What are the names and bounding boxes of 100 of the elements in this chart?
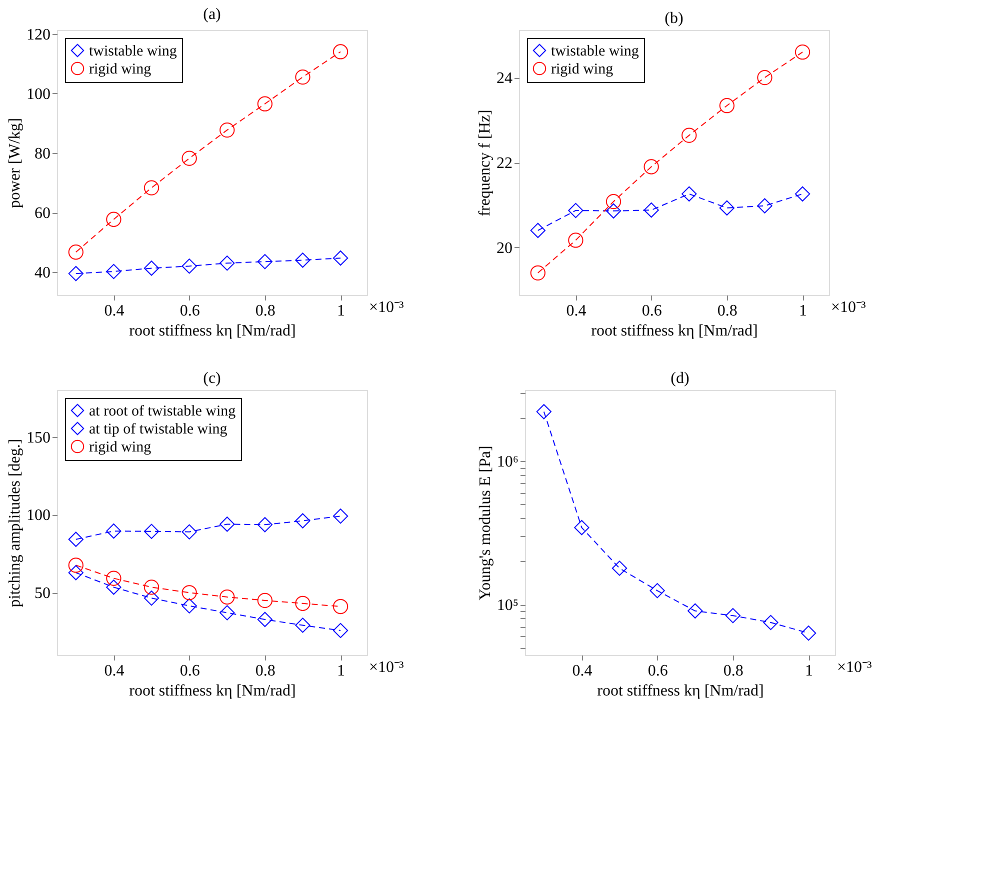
point bbox=[606, 203, 622, 218]
point bbox=[106, 570, 122, 586]
chart-title: (d) bbox=[670, 370, 690, 387]
point bbox=[295, 596, 310, 611]
x-tick-label: 0.8 bbox=[723, 662, 744, 680]
point bbox=[725, 608, 740, 624]
point bbox=[612, 560, 628, 576]
point bbox=[332, 508, 348, 524]
point bbox=[68, 244, 84, 260]
point bbox=[220, 516, 235, 532]
x-tick-label: 0.4 bbox=[104, 662, 124, 680]
point bbox=[644, 202, 659, 218]
legend-label: rigid wing bbox=[551, 62, 614, 78]
point bbox=[536, 404, 552, 420]
x-tick-label: 0.6 bbox=[642, 302, 662, 320]
x-axis-title: root stiffness kη [Nm/rad] bbox=[129, 322, 296, 340]
point bbox=[682, 186, 697, 202]
point bbox=[332, 598, 348, 614]
x-axis-title: root stiffness kη [Nm/rad] bbox=[597, 682, 764, 700]
point bbox=[106, 524, 122, 539]
x-axis-title: root stiffness kη [Nm/rad] bbox=[129, 682, 296, 700]
point bbox=[719, 200, 734, 216]
point bbox=[182, 598, 197, 614]
point bbox=[182, 258, 197, 274]
point bbox=[257, 612, 272, 628]
legend-label: at tip of twistable wing bbox=[89, 422, 228, 438]
x-tick-label: 0.8 bbox=[255, 662, 276, 680]
point bbox=[757, 70, 772, 86]
y-tick-label: 80 bbox=[34, 145, 50, 162]
chart-title: (b) bbox=[664, 10, 684, 27]
point bbox=[644, 159, 659, 174]
point bbox=[332, 250, 348, 266]
point bbox=[68, 532, 84, 547]
point bbox=[68, 266, 84, 282]
text: ×10⁻³ bbox=[369, 659, 404, 676]
point bbox=[220, 589, 235, 605]
y-tick-label: 100 bbox=[26, 86, 50, 103]
x-tick-label: 0.8 bbox=[717, 302, 738, 320]
point bbox=[106, 264, 122, 280]
point bbox=[295, 69, 310, 85]
point bbox=[650, 583, 665, 598]
point bbox=[144, 180, 160, 196]
y-tick-label: 60 bbox=[34, 205, 50, 222]
text: ×10⁻³ bbox=[831, 299, 866, 316]
y-tick-label: 10⁵ bbox=[496, 597, 518, 614]
point bbox=[682, 128, 697, 143]
x-tick-label: 1 bbox=[337, 302, 346, 320]
point bbox=[688, 603, 703, 618]
point bbox=[530, 265, 546, 280]
point bbox=[68, 558, 84, 573]
point bbox=[182, 524, 197, 540]
chart-title: (a) bbox=[203, 6, 221, 23]
point bbox=[220, 605, 235, 620]
point bbox=[794, 186, 810, 202]
y-axis-title: power [W/kg] bbox=[6, 118, 24, 208]
x-tick-label: 0.6 bbox=[180, 302, 200, 320]
x-tick-label: 0.4 bbox=[566, 302, 586, 320]
point bbox=[295, 252, 310, 268]
y-tick-label: 150 bbox=[26, 429, 50, 446]
point bbox=[606, 194, 622, 210]
y-axis-title: pitching amplitudes [deg.] bbox=[6, 438, 24, 608]
point bbox=[106, 212, 122, 227]
legend-label: at root of twistable wing bbox=[89, 404, 236, 420]
point bbox=[574, 520, 590, 536]
y-tick-label: 10⁶ bbox=[496, 454, 518, 471]
point bbox=[106, 580, 122, 595]
point bbox=[144, 590, 160, 606]
text: ×10⁻³ bbox=[369, 299, 404, 316]
point bbox=[257, 517, 272, 532]
point bbox=[332, 44, 348, 60]
point bbox=[257, 592, 272, 608]
point bbox=[295, 618, 310, 633]
point bbox=[332, 622, 348, 638]
point bbox=[220, 122, 235, 138]
point bbox=[763, 614, 778, 630]
point bbox=[530, 222, 546, 238]
y-tick-label: 20 bbox=[496, 240, 512, 257]
point bbox=[295, 513, 310, 528]
x-tick-label: 0.6 bbox=[180, 662, 200, 680]
y-tick-label: 24 bbox=[496, 70, 512, 88]
text: ×10⁻³ bbox=[837, 659, 872, 676]
x-tick-label: 1 bbox=[337, 662, 346, 680]
x-tick-label: 1 bbox=[799, 302, 808, 320]
point bbox=[800, 626, 816, 641]
point bbox=[144, 260, 160, 276]
y-tick-label: 40 bbox=[34, 264, 50, 282]
y-tick-label: 22 bbox=[496, 155, 512, 172]
x-tick-label: 0.8 bbox=[255, 302, 276, 320]
x-tick-label: 1 bbox=[805, 662, 814, 680]
x-tick-label: 0.6 bbox=[648, 662, 668, 680]
point bbox=[144, 580, 160, 595]
point bbox=[794, 44, 810, 60]
point bbox=[182, 585, 197, 600]
point bbox=[182, 150, 197, 166]
x-tick-label: 0.4 bbox=[104, 302, 124, 320]
point bbox=[757, 198, 772, 214]
point bbox=[568, 202, 584, 218]
y-tick-label: 100 bbox=[26, 507, 50, 524]
x-tick-label: 0.4 bbox=[572, 662, 592, 680]
point bbox=[568, 232, 584, 248]
